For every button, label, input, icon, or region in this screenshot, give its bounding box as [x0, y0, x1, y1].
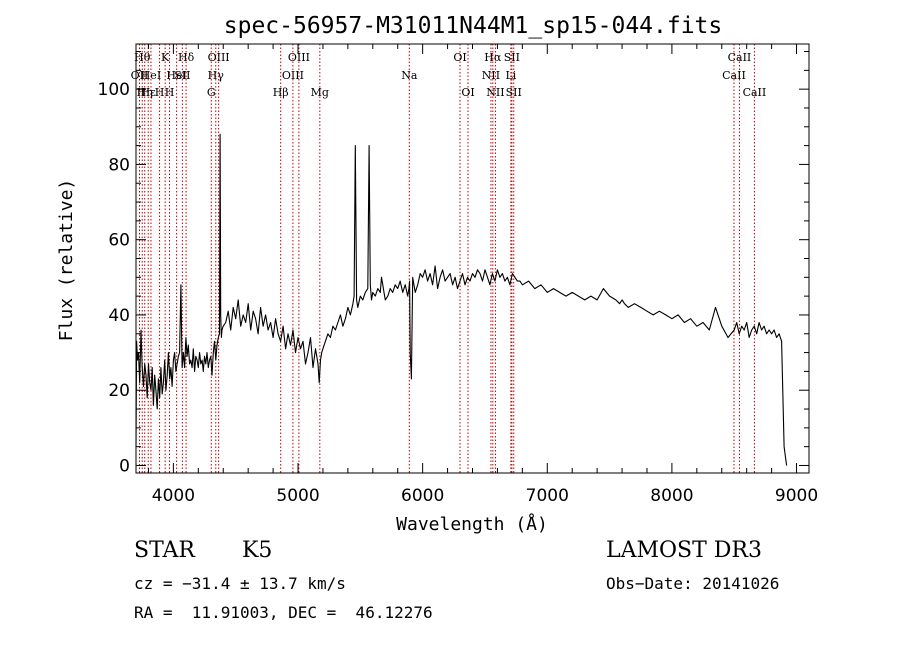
redshift-text: cz = −31.4 ± 13.7 km/s — [134, 574, 346, 593]
line-marker-label: OI — [461, 86, 474, 99]
x-tick-label: 4000 — [152, 486, 195, 506]
line-marker-label: NII — [482, 69, 500, 82]
line-marker-label: Hβ — [273, 86, 289, 99]
line-marker-label: CaII — [722, 69, 746, 82]
chart-title: spec-56957-M31011N44M1_sp15-044.fits — [224, 13, 723, 39]
line-marker-label: CaII — [743, 86, 767, 99]
line-marker-label: SII — [174, 69, 190, 82]
line-marker-label: Na — [401, 69, 418, 82]
y-axis-label: Flux (relative) — [56, 179, 77, 342]
line-marker-label: OIII — [288, 51, 310, 64]
line-marker-label: Li — [505, 69, 516, 82]
object-class: STAR — [134, 538, 195, 563]
line-marker-label: OII — [131, 69, 149, 82]
line-marker-label: OI — [453, 51, 466, 64]
emission-line-labels: OIIHθHηHεHeIHKHHeISIIHδGHγOIIIHβOIIIOIII… — [131, 51, 767, 99]
line-marker-label: Hδ — [178, 51, 195, 64]
line-marker-label: HeI — [141, 69, 161, 82]
y-tick-label: 100 — [98, 80, 130, 100]
y-tick-label: 20 — [108, 381, 130, 401]
x-axis-label: Wavelength (Å) — [396, 513, 548, 535]
line-marker-label: OIII — [282, 69, 304, 82]
y-tick-label: 0 — [119, 456, 130, 476]
spectrum-series-line — [135, 133, 788, 466]
line-marker-label: Hθ — [134, 51, 151, 64]
survey-name: LAMOST DR3 — [606, 538, 762, 563]
y-tick-label: 40 — [108, 306, 130, 326]
line-marker-label: H — [155, 86, 165, 99]
plot-frame — [135, 43, 810, 474]
x-tick-label: 9000 — [775, 486, 818, 506]
line-marker-label: NII — [486, 86, 504, 99]
line-marker-label: G — [207, 86, 216, 99]
ra-dec-text: RA = 11.91003, DEC = 46.12276 — [134, 603, 433, 622]
x-axis: 4000 5000 6000 7000 8000 9000 — [147, 44, 818, 506]
object-subclass: K5 — [242, 538, 273, 563]
x-tick-label: 7000 — [526, 486, 569, 506]
line-marker-label: Mg — [311, 86, 329, 99]
obs-date-text: Obs−Date: 20141026 — [606, 574, 780, 593]
line-marker-label: OIII — [208, 51, 230, 64]
line-marker-label: H — [165, 86, 175, 99]
line-marker-label: SII — [504, 51, 520, 64]
line-marker-label: K — [161, 51, 170, 64]
line-marker-label: SII — [506, 86, 522, 99]
line-marker-label: HeI — [166, 69, 186, 82]
emission-line-markers — [138, 44, 755, 473]
line-marker-label: CaII — [728, 51, 752, 64]
x-tick-label: 8000 — [650, 486, 693, 506]
line-marker-label: Hγ — [208, 69, 225, 82]
x-tick-label: 6000 — [401, 486, 444, 506]
x-tick-label: 5000 — [276, 486, 319, 506]
y-tick-label: 80 — [108, 155, 130, 175]
y-axis: 0 20 40 60 80 100 — [98, 51, 809, 476]
line-marker-label: Hα — [484, 51, 502, 64]
y-tick-label: 60 — [108, 231, 130, 251]
